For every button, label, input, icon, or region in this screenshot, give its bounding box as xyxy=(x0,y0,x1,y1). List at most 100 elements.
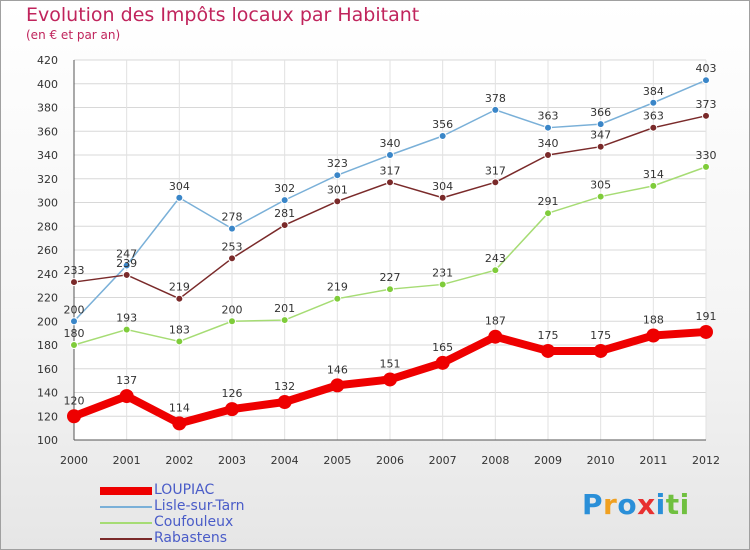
data-label: 132 xyxy=(274,380,295,393)
y-tick-label: 320 xyxy=(37,173,58,186)
logo-letter: i xyxy=(679,488,690,521)
data-point xyxy=(596,142,605,151)
data-point xyxy=(438,132,447,140)
chart-title: Evolution des Impôts locaux par Habitant xyxy=(26,4,420,26)
x-tick-label: 2006 xyxy=(376,454,404,467)
data-label: 165 xyxy=(432,341,453,354)
data-point xyxy=(438,280,447,289)
data-label: 278 xyxy=(222,211,243,224)
data-label: 219 xyxy=(327,281,348,294)
y-tick-label: 180 xyxy=(37,339,58,352)
data-point xyxy=(544,123,552,132)
data-point xyxy=(649,181,658,190)
data-label: 305 xyxy=(590,179,611,192)
data-point xyxy=(70,341,78,349)
data-point xyxy=(225,402,239,417)
data-label: 114 xyxy=(169,401,190,414)
data-point xyxy=(386,178,394,187)
data-label: 340 xyxy=(538,137,559,150)
legend-label: Rabastens xyxy=(154,530,228,546)
legend-item: LOUPIAC xyxy=(100,482,300,499)
data-point xyxy=(699,324,713,339)
y-tick-label: 240 xyxy=(37,268,58,281)
y-tick-label: 120 xyxy=(37,410,58,423)
data-label: 191 xyxy=(696,310,717,323)
data-label: 253 xyxy=(222,240,243,253)
data-point xyxy=(70,278,78,287)
data-point xyxy=(228,317,236,326)
x-tick-label: 2008 xyxy=(481,454,509,467)
logo-letter: P xyxy=(582,488,604,521)
logo-letter: i xyxy=(655,488,666,521)
data-label: 340 xyxy=(380,137,401,150)
data-point xyxy=(119,389,134,404)
data-label: 146 xyxy=(327,363,348,376)
data-point xyxy=(702,162,710,171)
y-tick-label: 140 xyxy=(37,387,58,400)
data-point xyxy=(491,266,500,275)
chart-legend: LOUPIAC Lisle-sur-Tarn Coufouleux Rabastens xyxy=(100,482,300,547)
data-label: 126 xyxy=(222,387,243,400)
data-label: 356 xyxy=(432,118,453,131)
legend-swatch xyxy=(100,538,152,540)
data-point xyxy=(649,123,658,132)
data-label: 291 xyxy=(538,195,559,208)
data-label: 151 xyxy=(380,357,401,370)
data-label: 243 xyxy=(485,252,506,265)
y-tick-label: 160 xyxy=(37,363,58,376)
data-label: 175 xyxy=(538,329,559,342)
data-label: 347 xyxy=(590,129,611,142)
y-tick-label: 280 xyxy=(37,220,58,233)
data-label: 317 xyxy=(485,164,506,177)
logo-letter: o xyxy=(617,488,638,521)
data-label: 188 xyxy=(643,314,664,327)
data-point xyxy=(386,285,394,294)
x-tick-label: 2004 xyxy=(271,454,299,467)
y-tick-label: 360 xyxy=(37,125,58,138)
legend-swatch xyxy=(100,522,152,524)
data-label: 403 xyxy=(696,62,717,75)
logo-letter: r xyxy=(603,488,618,521)
data-label: 200 xyxy=(222,303,243,316)
y-tick-label: 340 xyxy=(37,149,58,162)
data-point xyxy=(122,261,131,270)
data-point xyxy=(386,151,394,159)
data-point xyxy=(702,76,710,85)
data-point xyxy=(383,372,397,387)
legend-item: Coufouleux xyxy=(100,514,300,531)
data-point xyxy=(488,329,503,344)
y-tick-label: 400 xyxy=(37,78,58,91)
data-label: 227 xyxy=(380,271,401,284)
data-point xyxy=(593,343,608,358)
data-label: 247 xyxy=(116,247,137,260)
data-point xyxy=(541,343,555,358)
data-label: 366 xyxy=(590,106,611,119)
y-tick-label: 100 xyxy=(37,434,58,447)
x-tick-label: 2001 xyxy=(113,454,141,467)
data-point xyxy=(277,395,292,409)
data-point xyxy=(172,416,187,431)
data-label: 137 xyxy=(116,374,137,387)
data-label: 201 xyxy=(274,302,295,315)
data-label: 330 xyxy=(696,149,717,162)
data-label: 200 xyxy=(64,303,85,316)
data-point xyxy=(122,325,131,334)
data-point xyxy=(70,317,78,326)
data-label: 314 xyxy=(643,168,664,181)
data-label: 231 xyxy=(432,266,453,279)
data-point xyxy=(702,111,710,120)
x-tick-label: 2007 xyxy=(429,454,457,467)
data-label: 239 xyxy=(116,257,137,270)
data-point xyxy=(280,196,289,205)
data-label: 175 xyxy=(590,329,611,342)
data-point xyxy=(491,105,500,114)
data-label: 304 xyxy=(169,180,190,193)
x-tick-label: 2005 xyxy=(323,454,351,467)
data-point xyxy=(333,171,342,180)
legend-item: Lisle-sur-Tarn xyxy=(100,498,300,515)
data-point xyxy=(438,193,447,202)
data-label: 373 xyxy=(696,98,717,111)
proxiti-logo: Proxiti xyxy=(582,488,690,521)
x-tick-label: 2012 xyxy=(692,454,720,467)
data-point xyxy=(544,151,552,159)
